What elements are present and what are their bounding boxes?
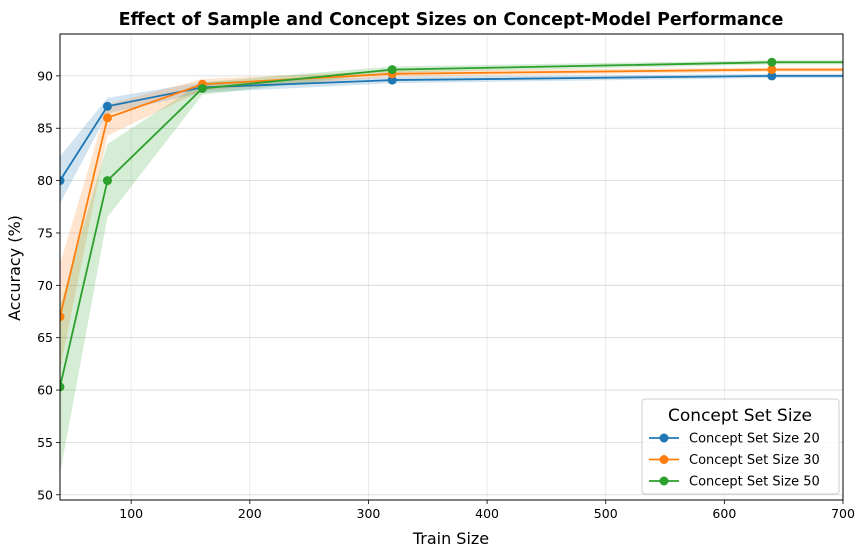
legend-label: Concept Set Size 50 <box>689 475 820 490</box>
data-point <box>767 71 777 81</box>
legend-title: Concept Set Size <box>668 406 812 426</box>
y-tick-label: 75 <box>37 225 53 240</box>
legend-marker <box>659 476 669 486</box>
legend-label: Concept Set Size 20 <box>689 432 820 447</box>
data-point <box>102 176 112 186</box>
y-tick-label: 85 <box>37 121 53 136</box>
y-tick-label: 90 <box>37 68 53 83</box>
y-tick-label: 60 <box>37 383 53 398</box>
y-tick-label: 55 <box>37 435 53 450</box>
x-tick-label: 600 <box>712 506 736 521</box>
data-point <box>60 382 65 392</box>
series-lines <box>60 61 843 388</box>
data-point <box>60 312 65 322</box>
legend-items: Concept Set Size 20 Concept Set Size 30 Co… <box>649 432 820 490</box>
data-point <box>102 101 112 111</box>
data-point <box>767 65 777 75</box>
y-tick-label: 50 <box>37 487 53 502</box>
chart-title: Effect of Sample and Concept Sizes on Co… <box>119 10 784 30</box>
legend-marker <box>659 455 669 464</box>
data-point <box>60 176 65 186</box>
x-tick-label: 400 <box>475 506 499 521</box>
confidence-band <box>60 67 843 370</box>
x-axis-label: Train Size <box>412 529 489 546</box>
x-tick-label: 300 <box>357 506 381 521</box>
grid-layer <box>60 34 844 500</box>
legend-box <box>641 398 840 495</box>
data-point <box>197 83 207 93</box>
series-points <box>60 57 777 392</box>
legend-label: Concept Set Size 30 <box>689 453 820 468</box>
data-point <box>767 57 777 67</box>
legend: Concept Set Size Concept Set Size 20Conc… <box>641 398 840 495</box>
data-point <box>102 113 112 123</box>
axis-ticks: 100 200 300 400 500 600 700 50 55 60 65 70 75 80 85 90 <box>37 68 855 521</box>
y-axis-label: Accuracy (%) <box>5 215 24 321</box>
series-line <box>60 74 843 182</box>
data-point <box>387 75 397 85</box>
series-line <box>60 61 843 388</box>
y-tick-label: 80 <box>37 173 53 188</box>
x-tick-label: 100 <box>119 506 143 521</box>
x-tick-label: 200 <box>238 506 262 521</box>
x-tick-label: 700 <box>831 506 855 521</box>
x-tick-label: 500 <box>594 506 618 521</box>
data-point <box>387 65 397 75</box>
plot-frame <box>59 33 844 501</box>
y-tick-label: 70 <box>37 278 53 293</box>
confidence-bands <box>60 60 843 474</box>
legend-marker <box>659 433 669 443</box>
y-tick-label: 65 <box>37 330 53 345</box>
